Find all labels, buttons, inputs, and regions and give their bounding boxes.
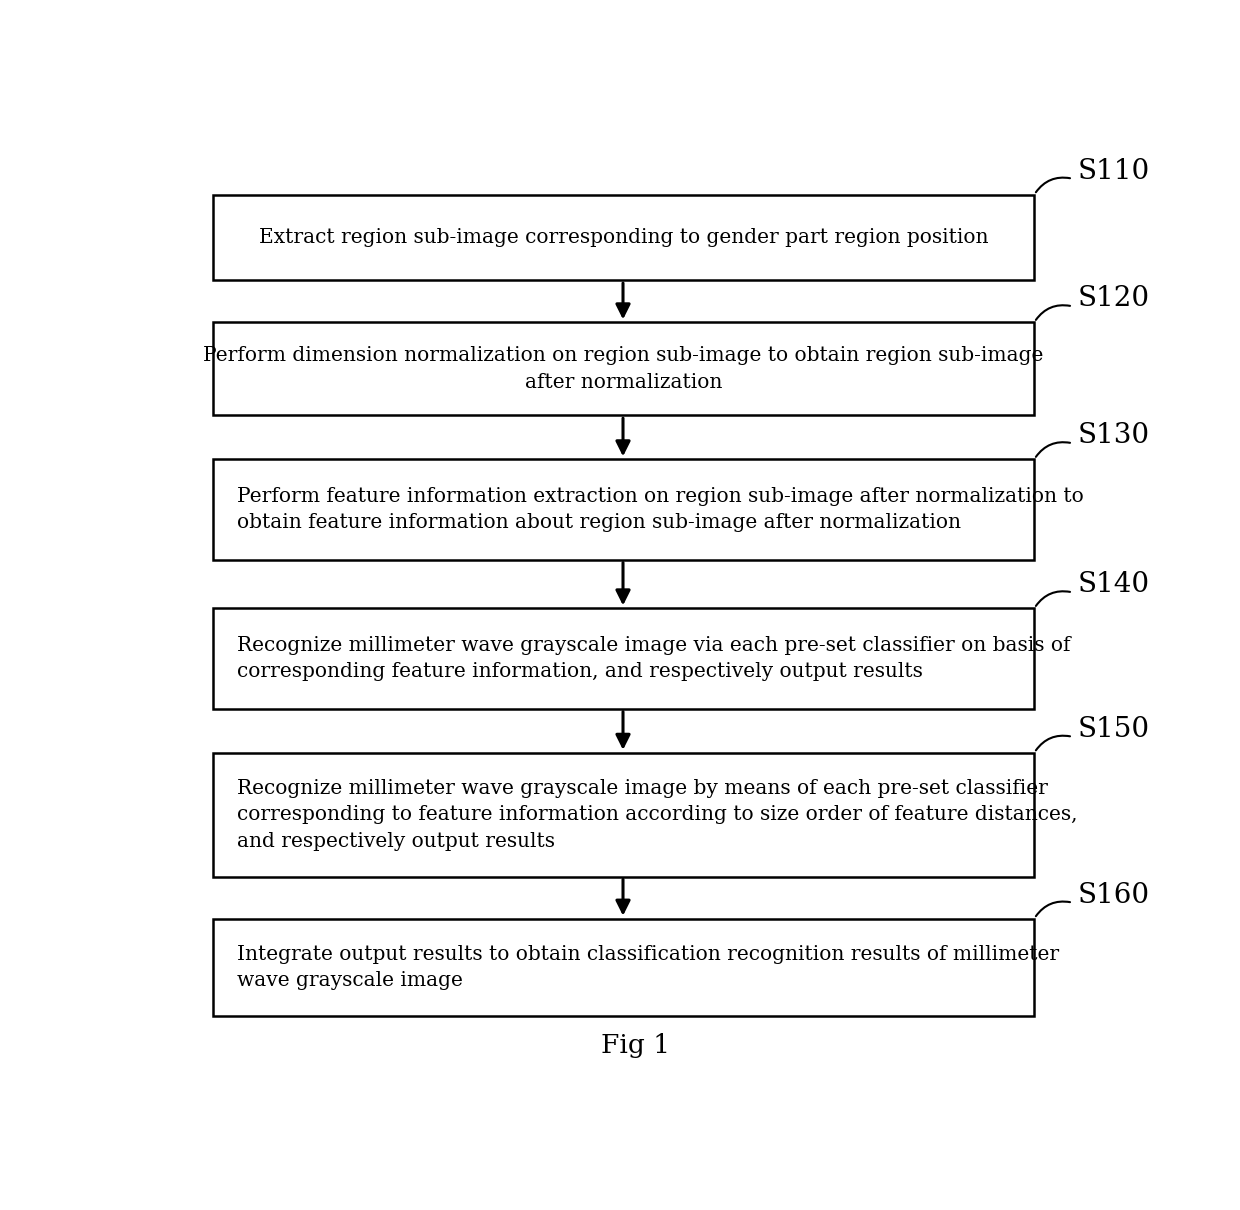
Text: S110: S110 [1078, 157, 1149, 185]
Text: S130: S130 [1078, 422, 1149, 449]
Text: Recognize millimeter wave grayscale image by means of each pre-set classifier
co: Recognize millimeter wave grayscale imag… [237, 778, 1078, 851]
Text: Extract region sub-image corresponding to gender part region position: Extract region sub-image corresponding t… [259, 227, 988, 247]
Text: Perform feature information extraction on region sub-image after normalization t: Perform feature information extraction o… [237, 486, 1084, 532]
Bar [213, 918, 1034, 1016]
Text: S160: S160 [1078, 882, 1149, 909]
Bar [213, 195, 1034, 281]
Text: S120: S120 [1078, 286, 1149, 312]
Text: Integrate output results to obtain classification recognition results of millime: Integrate output results to obtain class… [237, 945, 1059, 990]
Bar [213, 459, 1034, 560]
Text: Recognize millimeter wave grayscale image via each pre-set classifier on basis o: Recognize millimeter wave grayscale imag… [237, 635, 1070, 681]
Bar [213, 609, 1034, 709]
Text: S140: S140 [1078, 571, 1149, 599]
Text: Fig 1: Fig 1 [601, 1033, 670, 1059]
Text: S150: S150 [1078, 716, 1149, 743]
Bar [213, 753, 1034, 876]
Bar [213, 322, 1034, 415]
Text: Perform dimension normalization on region sub-image to obtain region sub-image
a: Perform dimension normalization on regio… [203, 346, 1044, 392]
